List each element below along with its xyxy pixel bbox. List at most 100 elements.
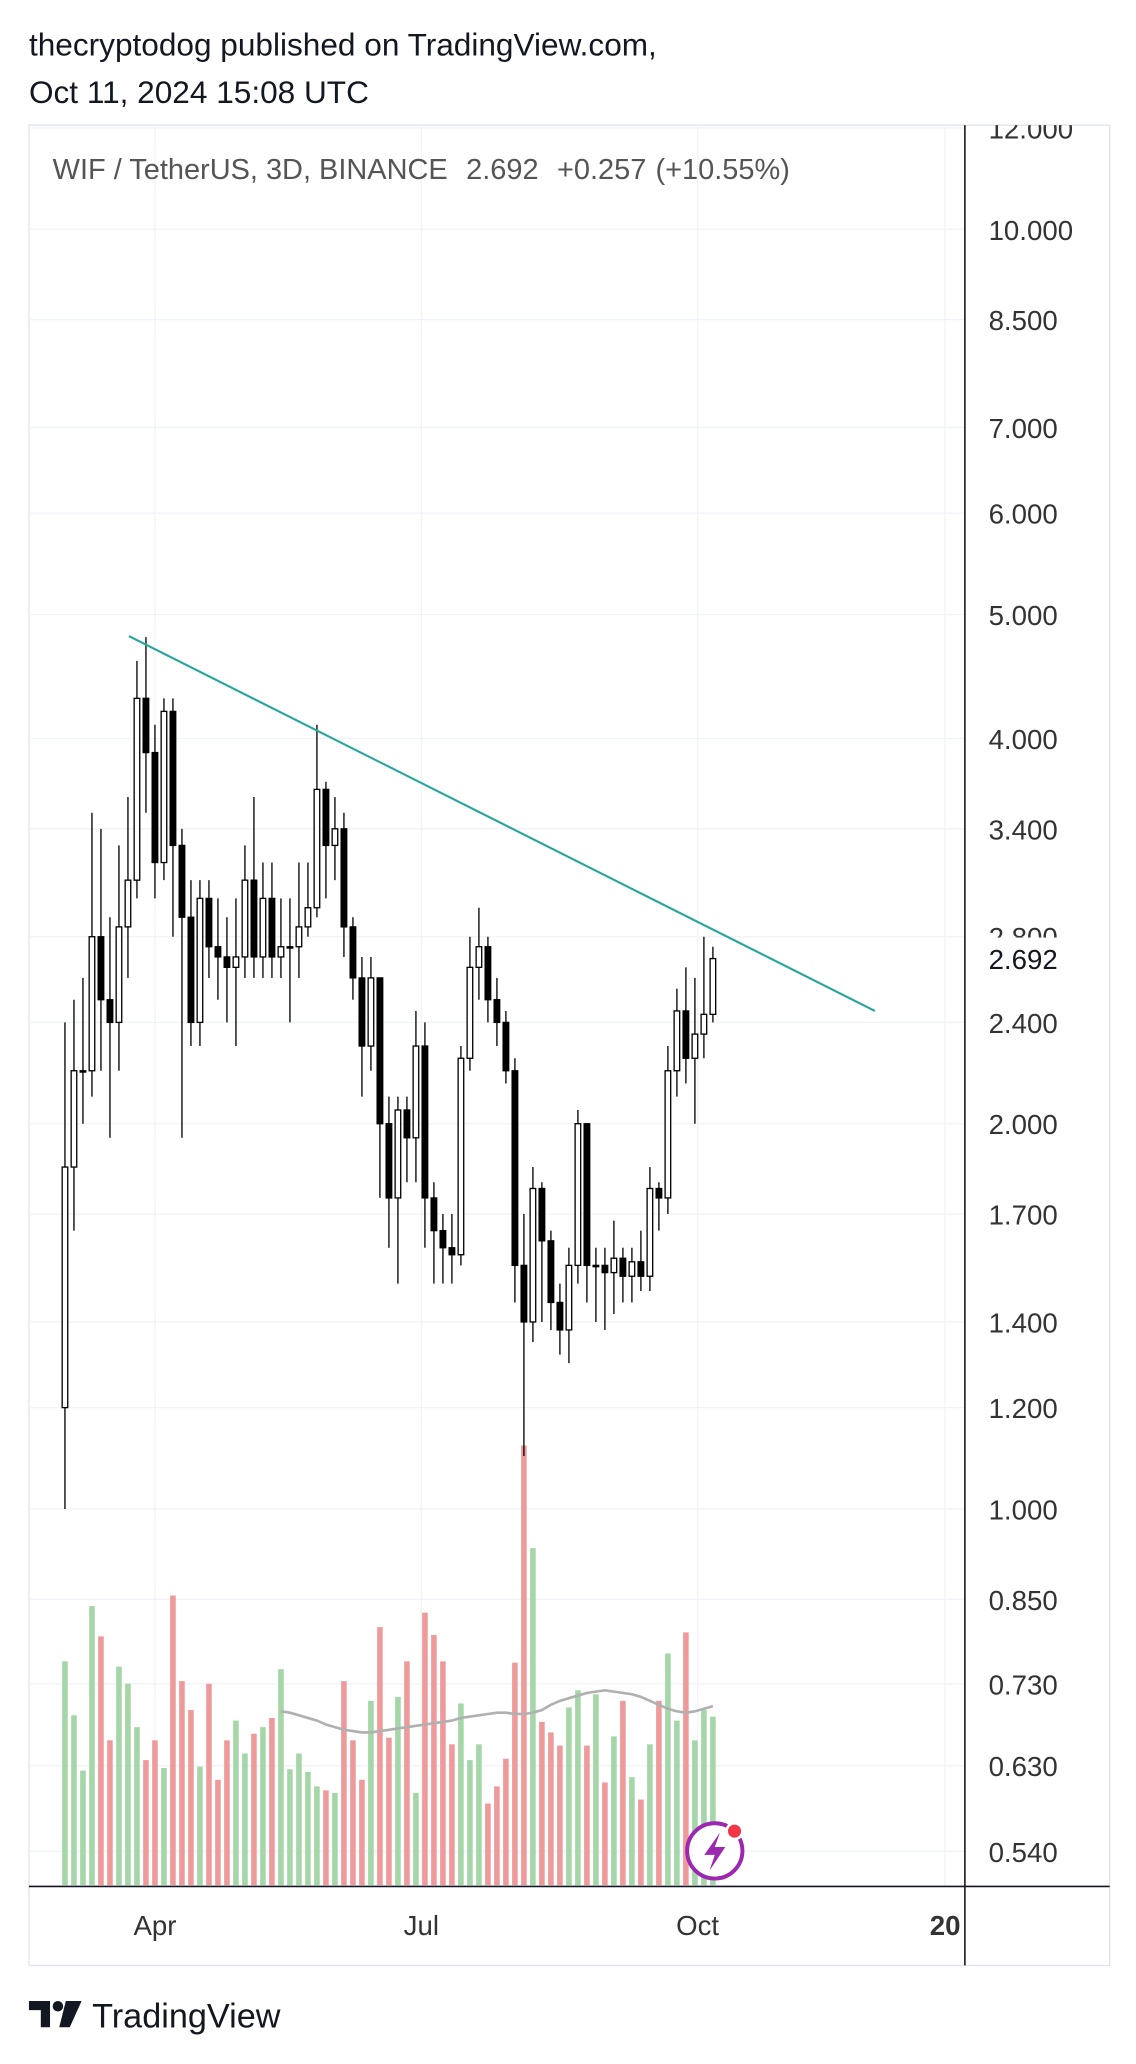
volume-bar (440, 1661, 446, 1886)
volume-bar (80, 1770, 86, 1886)
candle-body (169, 710, 177, 847)
volume-bar (431, 1635, 437, 1886)
candle-body (529, 1187, 537, 1323)
y-tick-label: 0.850 (989, 1585, 1058, 1616)
candle-body (547, 1240, 555, 1304)
price-pane (61, 635, 876, 1509)
last-price-badge (974, 937, 1106, 980)
candle-body (133, 697, 141, 881)
volume-bar (368, 1700, 374, 1886)
candle-body (574, 1123, 582, 1267)
volume-bar (215, 1779, 221, 1886)
candle-body (592, 1264, 600, 1268)
candle-body (655, 1187, 663, 1199)
candle-body (241, 879, 249, 958)
y-tick-label: 4.000 (989, 724, 1058, 755)
candle-body (331, 828, 339, 847)
candle-body (475, 946, 483, 968)
volume-bar (521, 1445, 527, 1886)
volume-bar (665, 1653, 671, 1886)
time-axis: Apr Jul Oct 20 (133, 1910, 960, 1941)
candle-body (79, 1070, 87, 1073)
candle-body (97, 936, 105, 1001)
y-tick-label: 1.200 (989, 1393, 1058, 1424)
volume-bar (62, 1661, 68, 1886)
volume-bar (314, 1786, 320, 1886)
volume-bar (467, 1760, 473, 1886)
y-tick-label: 6.000 (989, 499, 1058, 530)
candle-body (268, 897, 276, 958)
volume-pane (62, 1445, 716, 1886)
volume-bar (404, 1661, 410, 1886)
volume-bar (206, 1683, 212, 1886)
x-tick-label: Oct (676, 1910, 719, 1941)
candle-body (304, 907, 312, 928)
candle-body (673, 1010, 681, 1072)
candle-body (295, 926, 303, 948)
candle-body (178, 844, 186, 918)
candle-body (214, 946, 222, 958)
flash-icon[interactable] (685, 1821, 745, 1881)
candle-body (619, 1257, 627, 1277)
y-tick-label: 12.000 (989, 113, 1073, 144)
volume-bar (638, 1799, 644, 1886)
candle-body (682, 1010, 690, 1059)
candle-body (448, 1247, 456, 1256)
volume-bar (449, 1744, 455, 1886)
volume-bar (386, 1737, 392, 1886)
candle-body (421, 1045, 429, 1199)
candle-body (196, 897, 204, 1024)
volume-bar (377, 1627, 383, 1886)
y-tick-label: 0.630 (989, 1751, 1058, 1782)
x-tick-label: 20 (930, 1910, 961, 1941)
candle-body (205, 897, 213, 948)
volume-bar (296, 1753, 302, 1886)
volume-bar (476, 1744, 482, 1886)
candle-body (250, 879, 258, 958)
volume-bar (701, 1710, 707, 1886)
y-tick-label: 7.000 (989, 413, 1058, 444)
y-tick-label: 3.400 (989, 814, 1058, 845)
candle-body (565, 1264, 573, 1331)
trend-line (128, 635, 876, 1012)
candle-body (646, 1187, 654, 1277)
volume-bar (233, 1720, 239, 1886)
candle-body (232, 956, 240, 968)
volume-bar (629, 1777, 635, 1886)
candle-body (412, 1045, 420, 1139)
candle-body (106, 999, 114, 1024)
volume-bar (395, 1696, 401, 1886)
volume-bar (224, 1740, 230, 1886)
y-tick-label: 0.540 (989, 1837, 1058, 1868)
last-price: 2.692 (466, 154, 538, 186)
chart-frame (28, 124, 1111, 1967)
candle-body (367, 977, 375, 1047)
candle-body (457, 1057, 465, 1256)
volume-bar (710, 1716, 716, 1886)
candle-body (340, 828, 348, 928)
x-tick-label: Apr (133, 1910, 176, 1941)
volume-bar (98, 1636, 104, 1886)
candle-body (664, 1070, 672, 1199)
volume-bar (152, 1740, 158, 1886)
author-line: thecryptodog published on TradingView.co… (29, 26, 657, 62)
volume-bar (287, 1769, 293, 1886)
volume-bar (323, 1790, 329, 1886)
candle-body (151, 751, 159, 864)
candle-body (376, 977, 384, 1125)
volume-bar (656, 1700, 662, 1886)
volume-bar (125, 1683, 131, 1886)
candle-body (520, 1264, 528, 1323)
candle-body (385, 1123, 393, 1199)
candle-body (124, 879, 132, 928)
candle-body (286, 946, 294, 949)
y-tick-label: 0.730 (989, 1669, 1058, 1700)
y-tick-label: 2.000 (989, 1109, 1058, 1140)
volume-bar (116, 1666, 122, 1886)
volume-bar (143, 1760, 149, 1886)
volume-bar (269, 1717, 275, 1886)
brand: TradingView (92, 1997, 281, 2035)
candle-body (709, 957, 717, 1016)
